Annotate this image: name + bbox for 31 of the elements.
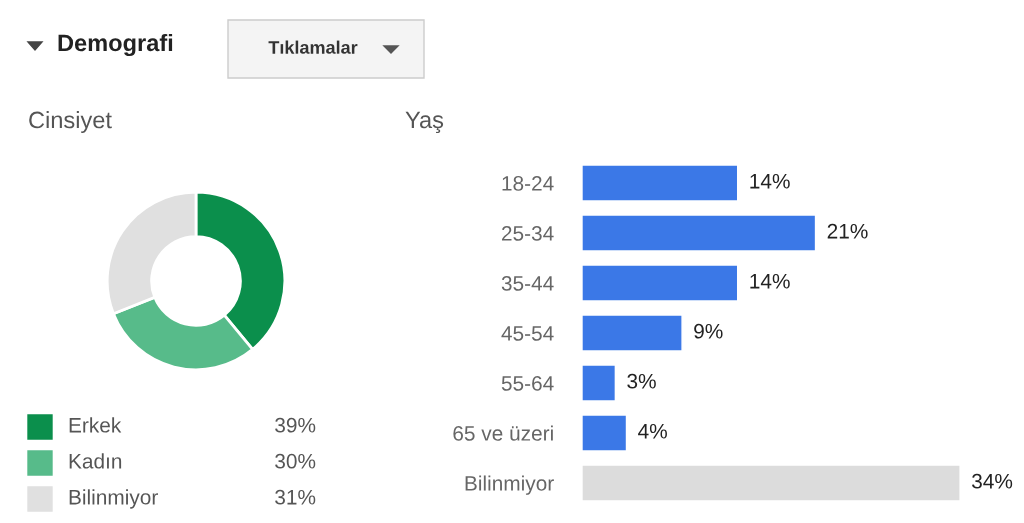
y-tick-label: 55-64 <box>501 376 554 391</box>
chart-title: Yaş <box>405 111 444 134</box>
bar <box>582 214 817 252</box>
data-label: 3% <box>627 373 656 389</box>
bar <box>582 464 961 502</box>
chart-title: Cinsiyet <box>29 111 112 134</box>
y-tick-label: 45-54 <box>501 326 554 341</box>
data-label: 39% <box>275 417 316 433</box>
text: Tıklamalar <box>268 40 358 54</box>
y-tick-label: 18-24 <box>502 176 554 191</box>
legend-label: Kadın <box>69 453 122 469</box>
data-label: 14% <box>750 173 790 189</box>
bar <box>582 164 739 202</box>
data-label: 30% <box>275 453 316 469</box>
data-label: 34% <box>972 473 1013 489</box>
legend-label: Erkek <box>69 417 122 433</box>
data-label: 4% <box>638 423 667 439</box>
y-tick-label: Bilinmiyor <box>465 475 554 495</box>
y-tick-label: 65 ve üzeri <box>453 425 553 441</box>
legend-label: Bilinmiyor <box>69 489 158 509</box>
data-label: 9% <box>694 323 723 339</box>
y-tick-label: 25-34 <box>501 226 554 241</box>
data-label: 31% <box>275 489 316 505</box>
text: Demografi <box>58 33 173 57</box>
y-tick-label: 35-44 <box>501 276 554 291</box>
data-label: 14% <box>750 273 790 289</box>
data-label: 21% <box>827 223 868 239</box>
bar <box>582 264 739 302</box>
bar <box>582 314 683 352</box>
bar <box>582 364 617 402</box>
bar <box>582 414 628 452</box>
